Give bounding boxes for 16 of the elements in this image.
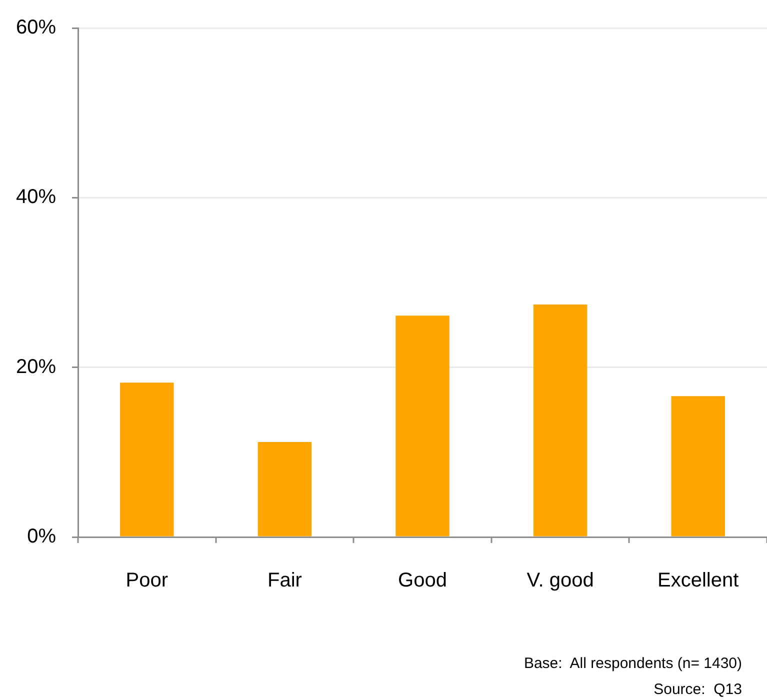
x-tick-label: Fair xyxy=(267,570,302,592)
y-tick-label: 60% xyxy=(16,16,56,39)
x-tick-label: V. good xyxy=(526,570,594,592)
x-tick-label: Good xyxy=(398,570,447,592)
source-note: Source: Q13 xyxy=(652,680,742,700)
bar xyxy=(396,316,450,536)
y-tick-label: 40% xyxy=(16,186,56,208)
bar xyxy=(120,382,174,536)
text: Base: All respondents (n= 1430) xyxy=(524,654,742,674)
bar xyxy=(671,396,725,536)
x-tick-label: Excellent xyxy=(658,570,740,592)
x-tick-label: Poor xyxy=(126,570,168,592)
y-tick-label: 20% xyxy=(16,356,56,378)
bar xyxy=(533,304,588,536)
bar xyxy=(258,442,312,536)
y-tick-label: 0% xyxy=(27,526,56,548)
